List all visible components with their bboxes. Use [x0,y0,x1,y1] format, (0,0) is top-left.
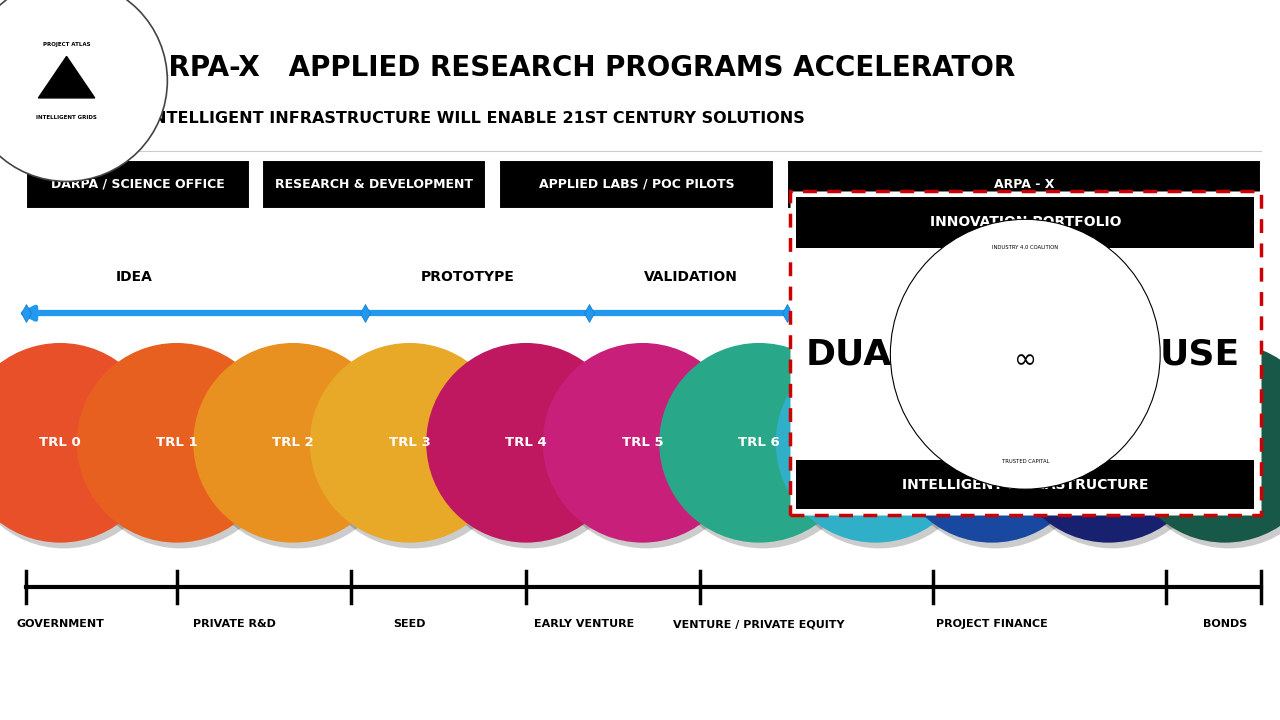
Ellipse shape [780,348,979,549]
Ellipse shape [197,348,397,549]
Text: DUAL: DUAL [805,337,915,372]
Ellipse shape [543,343,742,543]
Ellipse shape [77,343,276,543]
Text: VALIDATION: VALIDATION [644,270,739,284]
Ellipse shape [310,343,509,543]
Text: TRL 4: TRL 4 [506,436,547,449]
FancyBboxPatch shape [26,160,250,209]
Text: EARLY VENTURE: EARLY VENTURE [534,619,634,629]
Text: INTELLIGENT GRIDS: INTELLIGENT GRIDS [36,114,97,120]
Text: APPLIED LABS / POC PILOTS: APPLIED LABS / POC PILOTS [539,178,735,191]
Text: USE: USE [1160,337,1239,372]
Ellipse shape [663,348,863,549]
Ellipse shape [1012,348,1212,549]
Ellipse shape [776,343,975,543]
Text: ARPA - X: ARPA - X [993,178,1055,191]
Text: PRIVATE R&D: PRIVATE R&D [193,619,275,629]
Text: BONDS: BONDS [1203,619,1247,629]
Text: PROTOTYPE: PROTOTYPE [420,270,515,284]
Text: DARPA / SCIENCE OFFICE: DARPA / SCIENCE OFFICE [51,178,224,191]
Ellipse shape [9,23,124,138]
Text: IDEA: IDEA [116,270,152,284]
Ellipse shape [0,348,164,549]
Ellipse shape [896,348,1096,549]
Text: SEED: SEED [393,619,426,629]
Text: INNOVATION PORTFOLIO: INNOVATION PORTFOLIO [929,215,1121,230]
Ellipse shape [547,348,746,549]
Text: MRL: MRL [1210,436,1242,449]
Ellipse shape [892,343,1092,543]
Text: COMMERCE: COMMERCE [1152,270,1242,284]
Polygon shape [38,56,95,98]
Text: TRL 0: TRL 0 [40,436,81,449]
Text: TRL 1: TRL 1 [156,436,197,449]
FancyBboxPatch shape [787,160,1261,209]
FancyBboxPatch shape [790,191,1261,515]
Text: TRL 9: TRL 9 [1088,436,1129,449]
Text: RESEARCH & DEVELOPMENT: RESEARCH & DEVELOPMENT [275,178,474,191]
Ellipse shape [1129,348,1280,549]
Text: VENTURE / PRIVATE EQUITY: VENTURE / PRIVATE EQUITY [673,619,845,629]
Ellipse shape [0,343,160,543]
Ellipse shape [1009,343,1208,543]
Text: PROJECT FINANCE: PROJECT FINANCE [936,619,1048,629]
Text: INTELLIGENT INFRASTRUCTURE: INTELLIGENT INFRASTRUCTURE [902,477,1148,492]
Ellipse shape [193,343,393,543]
FancyBboxPatch shape [796,460,1254,509]
Ellipse shape [891,220,1160,489]
FancyBboxPatch shape [499,160,774,209]
Ellipse shape [1125,343,1280,543]
Text: PROJECT ATLAS: PROJECT ATLAS [42,42,91,47]
Ellipse shape [426,343,626,543]
FancyBboxPatch shape [796,197,1254,248]
Text: TRL 3: TRL 3 [389,436,430,449]
Text: PRODUCTION: PRODUCTION [901,270,1006,284]
Text: ∞: ∞ [1014,346,1037,374]
Text: TRUSTED CAPITAL: TRUSTED CAPITAL [1001,459,1050,464]
Text: INTELLIGENT INFRASTRUCTURE WILL ENABLE 21ST CENTURY SOLUTIONS: INTELLIGENT INFRASTRUCTURE WILL ENABLE 2… [147,112,805,126]
Ellipse shape [946,275,1105,433]
Text: TRL 7: TRL 7 [855,436,896,449]
Ellipse shape [314,348,513,549]
Ellipse shape [659,343,859,543]
Text: TRL 2: TRL 2 [273,436,314,449]
Text: GOVERNMENT: GOVERNMENT [17,619,104,629]
Text: TRL 8: TRL 8 [972,436,1012,449]
Text: TRL 5: TRL 5 [622,436,663,449]
Text: TRL 6: TRL 6 [739,436,780,449]
Ellipse shape [0,0,168,181]
Ellipse shape [430,348,630,549]
Text: INDUSTRY 4.0 COALITION: INDUSTRY 4.0 COALITION [992,245,1059,250]
FancyBboxPatch shape [262,160,486,209]
Text: ARPA-X   APPLIED RESEARCH PROGRAMS ACCELERATOR: ARPA-X APPLIED RESEARCH PROGRAMS ACCELER… [147,55,1015,82]
Ellipse shape [81,348,280,549]
